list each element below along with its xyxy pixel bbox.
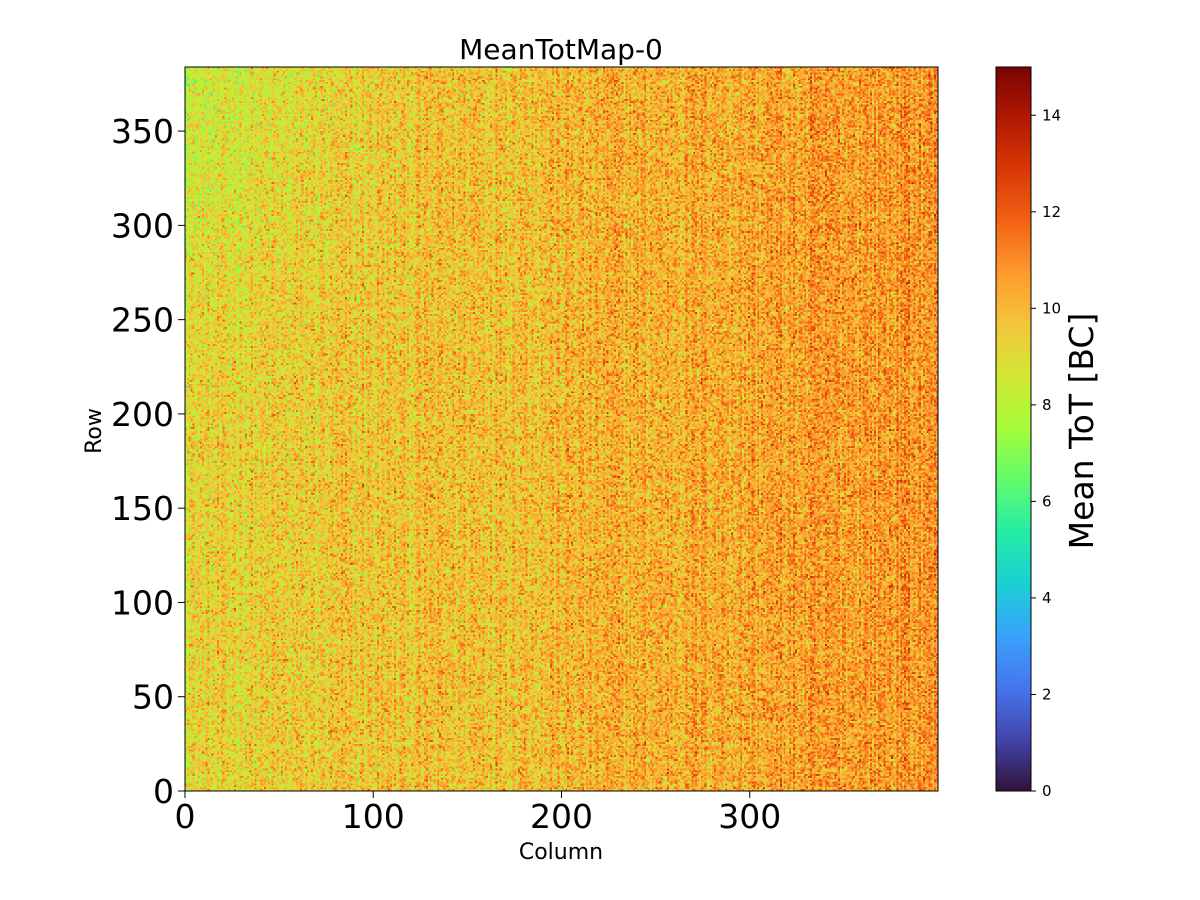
y-tick-label: 100	[111, 583, 174, 622]
x-tick-label: 100	[342, 797, 405, 836]
colorbar-tick-label: 8	[1042, 396, 1052, 414]
x-axis: 0 100 200 300	[175, 791, 781, 836]
colorbar-tick-label: 14	[1042, 106, 1061, 124]
colorbar-tick-label: 4	[1042, 589, 1052, 607]
colorbar-tick-label: 2	[1042, 685, 1052, 703]
y-tick-label: 300	[111, 206, 174, 245]
y-tick-label: 150	[111, 489, 174, 528]
colorbar-tick-label: 0	[1042, 782, 1052, 800]
chart-title: MeanTotMap-0	[459, 33, 663, 66]
y-tick-label: 350	[111, 112, 174, 151]
heatmap-image	[185, 67, 938, 791]
x-axis-label: Column	[519, 840, 603, 865]
colorbar-tick-label: 12	[1042, 203, 1061, 221]
y-axis-label: Row	[82, 408, 107, 454]
colorbar-label: Mean ToT [BC]	[1062, 313, 1101, 550]
y-axis: 0 50 100 150 200 250 300 350	[111, 112, 185, 811]
y-tick-label: 0	[153, 772, 174, 811]
y-tick-label: 200	[111, 395, 174, 434]
x-tick-label: 200	[530, 797, 593, 836]
x-tick-label: 300	[718, 797, 781, 836]
y-tick-label: 50	[132, 678, 174, 717]
colorbar-gradient	[996, 67, 1031, 791]
colorbar-tick-label: 6	[1042, 492, 1052, 510]
colorbar-ticks: 0 2 4 6 8 10 12 14	[1031, 106, 1061, 800]
colorbar: 0 2 4 6 8 10 12 14 Mean ToT [BC]	[995, 66, 1101, 800]
x-tick-label: 0	[175, 797, 196, 836]
colorbar-tick-label: 10	[1042, 299, 1061, 317]
y-tick-label: 250	[111, 301, 174, 340]
colorbar-frame	[995, 66, 1032, 792]
heatmap-plot-area	[184, 66, 939, 792]
